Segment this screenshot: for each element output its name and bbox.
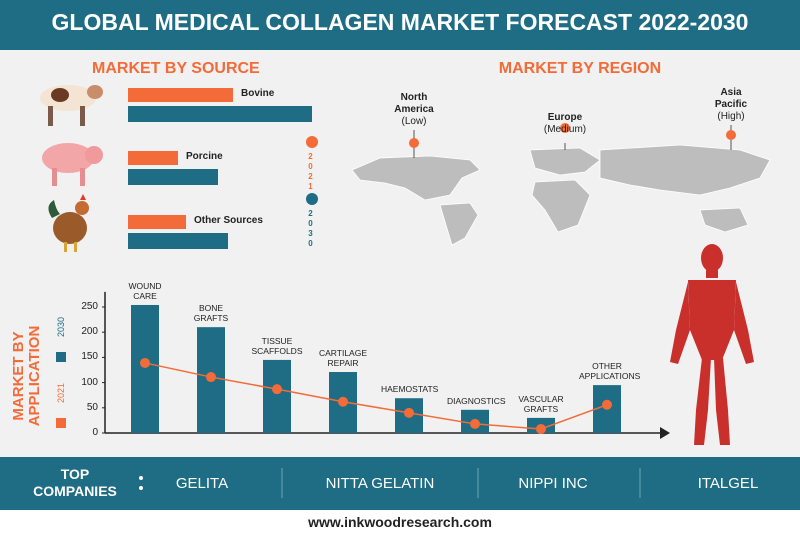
category-label: DIAGNOSTICS xyxy=(447,395,506,406)
region-name: Asia Pacific xyxy=(714,87,748,110)
bar xyxy=(128,233,228,249)
legend-label: 2021 xyxy=(306,152,315,192)
category-label: OTHER APPLICATIONS xyxy=(579,361,641,382)
category-label: HAEMOSTATS xyxy=(381,384,439,395)
bar xyxy=(128,88,233,102)
legend-marker xyxy=(56,418,66,428)
line-point xyxy=(602,399,612,410)
company-name: NIPPI INC xyxy=(518,475,588,492)
pin xyxy=(726,130,736,140)
line-point xyxy=(536,423,546,434)
axis-title: MARKET BY APPLICATION xyxy=(10,325,43,427)
legend-marker xyxy=(306,193,318,205)
region-label: Europe (Medium) xyxy=(515,112,615,136)
category-label: BONE GRAFTS xyxy=(193,303,229,324)
companies-label: TOP COMPANIES xyxy=(33,466,117,499)
companies-band xyxy=(0,457,800,510)
axis-arrow xyxy=(660,427,670,439)
category-label: VASCULAR GRAFTS xyxy=(518,393,564,414)
legend-marker xyxy=(56,352,66,362)
legend-label: 2030 xyxy=(306,209,315,249)
cow-icon xyxy=(40,85,103,126)
bar xyxy=(131,304,159,433)
footer-website: www.inkwoodresearch.com xyxy=(308,514,492,530)
y-tick-label: 100 xyxy=(81,376,98,388)
region-label: Asia Pacific (High) xyxy=(681,87,781,123)
line-point xyxy=(140,357,150,368)
bar xyxy=(128,169,218,185)
legend-label: 2030 xyxy=(56,316,66,338)
region-title: MARKET BY REGION xyxy=(498,60,662,77)
category-label: CARTILAGE REPAIR xyxy=(318,348,368,369)
y-tick-label: 0 xyxy=(92,427,98,438)
category-label: Other Sources xyxy=(194,215,263,226)
category-label: Porcine xyxy=(186,151,223,162)
pig-icon xyxy=(42,143,103,186)
company-name: GELITA xyxy=(175,475,229,492)
line-point xyxy=(272,384,282,395)
bar xyxy=(128,215,186,229)
region-name: Europe xyxy=(547,112,583,123)
line-point xyxy=(404,407,414,418)
company-name: NITTA GELATIN xyxy=(325,475,435,492)
legend-marker xyxy=(306,136,318,148)
legend-label: 2021 xyxy=(56,382,66,404)
bar xyxy=(128,151,178,165)
region-level: (Low) xyxy=(401,116,427,127)
line-point xyxy=(338,396,348,407)
world-map xyxy=(351,144,771,246)
y-tick-label: 150 xyxy=(81,351,98,363)
chicken-icon xyxy=(48,194,89,252)
line-point xyxy=(470,418,480,429)
company-name: ITALGEL xyxy=(697,475,759,492)
pin xyxy=(560,123,570,133)
region-name: North America xyxy=(394,92,434,115)
human-figure xyxy=(670,244,754,445)
separator-dot xyxy=(139,486,143,490)
region-level: (High) xyxy=(717,111,745,122)
line-point xyxy=(206,372,216,383)
page-title: GLOBAL MEDICAL COLLAGEN MARKET FORECAST … xyxy=(51,9,749,35)
y-tick-label: 50 xyxy=(86,401,98,413)
bar xyxy=(128,106,312,122)
header-band xyxy=(0,0,800,50)
chart-title: MARKET BY SOURCE xyxy=(92,60,260,77)
category-label: WOUND CARE xyxy=(128,280,162,301)
y-tick-label: 200 xyxy=(81,326,98,338)
bar xyxy=(263,359,291,433)
category-label: TISSUE SCAFFOLDS xyxy=(251,335,303,356)
category-label: Bovine xyxy=(241,88,275,99)
separator-dot xyxy=(139,476,143,480)
y-tick-label: 250 xyxy=(81,301,98,312)
pin xyxy=(409,138,419,148)
line-series xyxy=(144,362,608,430)
footer-band xyxy=(0,510,800,533)
region-level: (Medium) xyxy=(543,124,587,135)
region-label: North America (Low) xyxy=(364,92,464,128)
